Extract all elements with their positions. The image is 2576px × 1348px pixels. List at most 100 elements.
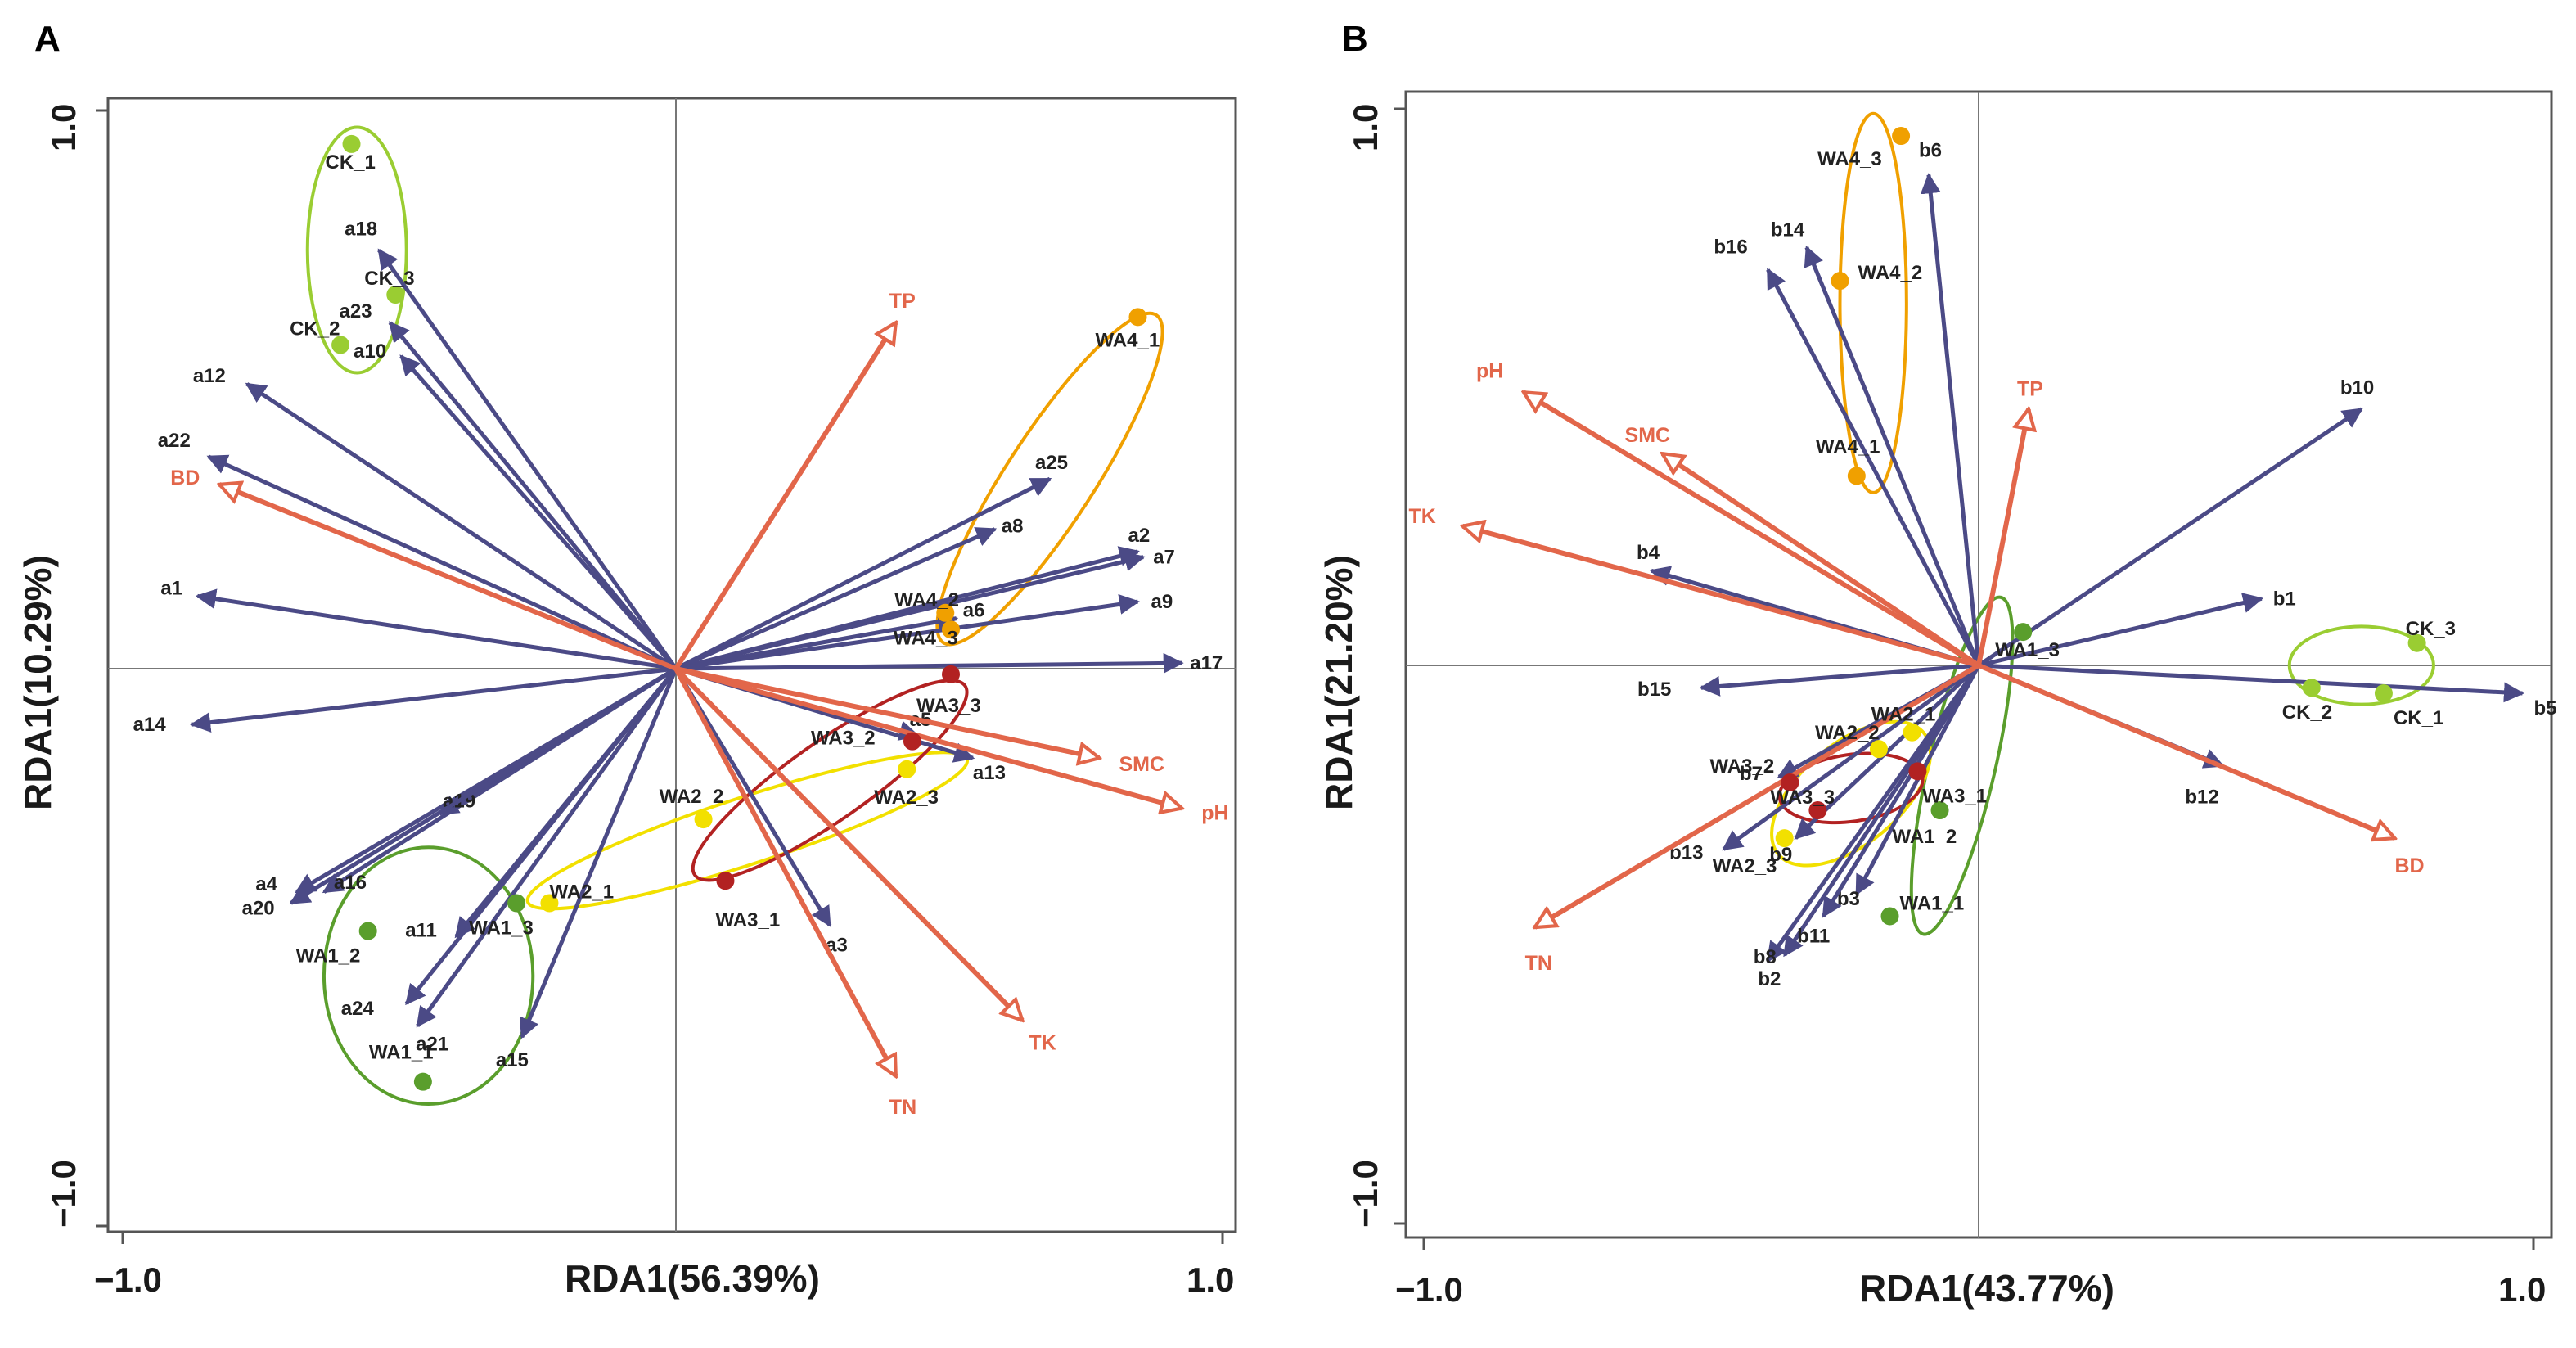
site-point-wa1_2 [1930, 801, 1949, 820]
species-arrow-b5 [1978, 663, 2524, 703]
site-point-wa4_3 [1892, 127, 1911, 146]
site-point-wa1_2 [358, 922, 377, 940]
species-arrow-a10 [399, 354, 678, 670]
site-point-wa1_1 [1880, 907, 1899, 926]
site-label-wa1_3: WA1_3 [1995, 639, 2060, 661]
site-label-ck_2: CK_2 [2282, 701, 2332, 724]
species-label-a11: a11 [405, 919, 437, 941]
ellipse-ck [2287, 624, 2435, 706]
site-point-wa4_2 [936, 603, 955, 622]
ellipse-wa4 [935, 311, 1164, 647]
species-label-a4: a4 [255, 873, 277, 895]
env-arrow-bd [219, 485, 678, 671]
species-label-b9: b9 [1769, 844, 1792, 866]
env-label-tp: TP [2017, 378, 2043, 401]
panel-a-axis-ticks: −1.0 1.0 1.0 −1.0 [44, 104, 1234, 1299]
site-label-wa2_2: WA2_2 [1815, 722, 1880, 744]
site-label-wa4_1: WA4_1 [1095, 329, 1160, 351]
species-arrow-b15 [1699, 663, 1979, 697]
panel-b-xtick-min: −1.0 [1395, 1270, 1463, 1309]
species-label-a10: a10 [354, 340, 386, 363]
panel-b-xtick-max: 1.0 [2498, 1270, 2546, 1309]
panel-a-sites: CK_1 CK_2 CK_3 WA1_1 WA1_2 WA1_3 WA2_1 WA2_2 WA2… [290, 134, 1160, 1091]
site-label-wa3_1: WA3_1 [1922, 785, 1987, 807]
env-arrow-ph [1524, 390, 1980, 668]
site-label-wa2_1: WA2_1 [549, 881, 614, 903]
species-label-a24: a24 [341, 998, 375, 1020]
env-arrow-tk [1462, 526, 1979, 668]
site-point-wa2_3 [898, 760, 916, 778]
site-label-wa3_3: WA3_3 [916, 695, 981, 717]
site-point-wa3_2 [903, 732, 921, 751]
species-label-b10: b10 [2340, 377, 2374, 399]
site-label-wa1_2: WA1_2 [296, 945, 361, 967]
site-label-wa2_1: WA2_1 [1871, 704, 1936, 726]
site-point-ck_3 [2407, 633, 2426, 652]
site-point-wa3_3 [1808, 801, 1827, 820]
species-label-a17: a17 [1190, 652, 1223, 674]
site-label-wa4_2: WA4_2 [1858, 262, 1923, 284]
panel-a-ytick-min: −1.0 [44, 1160, 83, 1228]
env-label-tk: TK [1029, 1032, 1056, 1055]
species-arrow-b16 [1766, 268, 1981, 667]
species-arrow-a23 [388, 321, 678, 670]
species-arrow-a9 [675, 594, 1140, 671]
species-label-b1: b1 [2273, 588, 2296, 610]
env-label-ph: pH [1201, 802, 1228, 825]
env-label-smc: SMC [1625, 424, 1671, 447]
panel-b-ylabel: RDA1(21.20%) [1317, 555, 1360, 810]
panel-a-species-arrows: a1a2a3a4a5a6a7a8a9a10a11a12a13a14a15a16a… [133, 219, 1223, 1072]
site-point-ck_1 [342, 134, 361, 153]
panel-a-ylabel: RDA1(10.29%) [16, 555, 59, 810]
species-label-a21: a21 [416, 1033, 448, 1055]
panel-b-ellipses [1770, 111, 2435, 936]
species-arrow-b10 [1977, 407, 2363, 668]
site-label-wa1_3: WA1_3 [469, 917, 534, 939]
site-label-wa4_3: WA4_3 [894, 627, 958, 649]
panel-a-xlabel: RDA1(56.39%) [565, 1257, 820, 1300]
species-label-b2: b2 [1758, 968, 1781, 990]
species-label-a8: a8 [1002, 516, 1024, 538]
site-label-wa4_3: WA4_3 [1817, 148, 1882, 170]
species-label-a13: a13 [973, 762, 1006, 784]
species-arrow-b1 [1978, 593, 2264, 668]
panel-a-letter: A [34, 19, 61, 59]
species-arrow-a17 [675, 652, 1184, 674]
site-label-wa4_1: WA4_1 [1816, 435, 1880, 458]
site-point-wa2_3 [1775, 829, 1794, 848]
site-point-wa1_3 [2014, 623, 2033, 642]
site-point-ck_3 [386, 286, 405, 304]
env-arrow-tn [673, 667, 898, 1076]
panel-a-ytick-max: 1.0 [44, 104, 83, 151]
panel-b: B b1b2b3b4b5b6b7b8b9b10b11b12b13b14b15b1… [1317, 19, 2556, 1310]
panel-b-env-arrows: pH SMC TP TK BD TN [1408, 359, 2424, 975]
env-label-tk: TK [1408, 505, 1435, 528]
env-label-bd: BD [2395, 854, 2425, 877]
ellipse-wa1 [322, 845, 535, 1106]
species-label-b4: b4 [1637, 542, 1660, 564]
species-label-a2: a2 [1128, 525, 1150, 547]
panel-a-env-arrows: BD TP SMC pH TK TN [170, 290, 1228, 1119]
species-label-b12: b12 [2185, 787, 2218, 809]
species-label-a1: a1 [160, 577, 182, 599]
site-point-wa4_1 [1847, 467, 1866, 485]
species-arrow-a20 [289, 666, 678, 905]
species-arrow-b11 [1822, 664, 1981, 918]
panel-a-frame [106, 97, 1237, 1233]
species-arrow-a18 [377, 248, 678, 670]
species-label-a15: a15 [496, 1049, 529, 1071]
site-label-wa3_1: WA3_1 [715, 909, 780, 931]
panel-a-xtick-min: −1.0 [94, 1260, 162, 1299]
site-point-wa2_1 [540, 894, 559, 913]
species-label-b15: b15 [1637, 679, 1671, 701]
site-label-ck_2: CK_2 [290, 318, 340, 340]
site-point-wa2_2 [694, 810, 713, 829]
species-arrow-b13 [1722, 663, 1980, 851]
species-label-a7: a7 [1153, 547, 1175, 569]
site-label-wa4_2: WA4_2 [894, 589, 959, 611]
species-label-b11: b11 [1797, 925, 1830, 947]
panel-a-xtick-max: 1.0 [1187, 1260, 1234, 1299]
species-label-b16: b16 [1714, 236, 1747, 258]
